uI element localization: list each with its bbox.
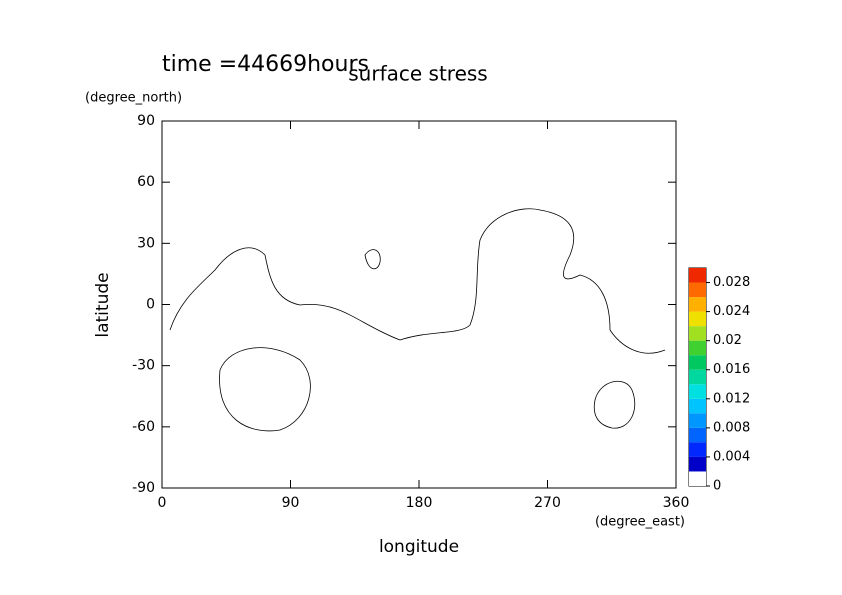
colorbar-tick-label: 0.004 — [713, 449, 750, 464]
colorbar-segment — [689, 282, 706, 298]
y-unit: (degree_north) — [85, 91, 182, 106]
y-tick-label: 30 — [137, 235, 155, 251]
colorbar-segment — [689, 471, 706, 486]
coastlines — [169, 208, 666, 432]
chart-title: surface stress — [348, 62, 487, 86]
x-tick-label: 90 — [282, 495, 300, 511]
colorbar-segment — [689, 442, 706, 457]
axes: 0 90 180 270 360 -90 -60 -30 0 30 60 90 0 0.004 0.008 0… — [132, 113, 750, 511]
colorbar-segment — [689, 398, 706, 414]
colorbar-segment — [689, 297, 706, 312]
coastline — [169, 208, 666, 354]
coastline — [219, 347, 311, 432]
colorbar-tick-label: 0.028 — [713, 275, 750, 290]
subtitle: time =44669hours — [162, 52, 369, 77]
colorbar-segment — [689, 369, 706, 385]
y-tick-label: 0 — [146, 297, 155, 313]
colorbar-segment — [689, 384, 706, 399]
y-tick-label: -90 — [132, 480, 155, 496]
colorbar-tick-label: 0 — [713, 479, 721, 494]
colorbar-tick-label: 0.008 — [713, 420, 750, 435]
coastline — [364, 249, 381, 270]
x-tick-label: 180 — [406, 495, 433, 511]
colorbar-segment — [689, 340, 706, 356]
y-tick-label: -60 — [132, 419, 155, 435]
y-tick-label: 60 — [137, 174, 155, 190]
x-tick-label: 360 — [663, 495, 690, 511]
y-tick-label: -30 — [132, 358, 155, 374]
colorbar-segment — [689, 456, 706, 472]
colorbar-tick-label: 0.024 — [713, 304, 750, 319]
x-unit: (degree_east) — [595, 515, 685, 530]
coastline — [593, 380, 636, 429]
x-axis-label: longitude — [379, 537, 459, 557]
colorbar-segment — [689, 427, 706, 443]
plot-frame — [161, 120, 677, 489]
y-tick-label: 90 — [137, 113, 155, 129]
y-axis-label: latitude — [93, 272, 113, 337]
x-tick-label: 0 — [158, 495, 167, 511]
colorbar-segment — [689, 326, 706, 341]
colorbar-tick-label: 0.012 — [713, 391, 750, 406]
colorbar-tick-label: 0.016 — [713, 362, 750, 377]
colorbar-segment — [689, 413, 706, 428]
colorbar-segment — [689, 355, 706, 370]
colorbar-tick-label: 0.02 — [713, 333, 742, 348]
x-tick-label: 270 — [534, 495, 561, 511]
colorbar-segment — [689, 268, 706, 283]
colorbar-segment — [689, 311, 706, 327]
